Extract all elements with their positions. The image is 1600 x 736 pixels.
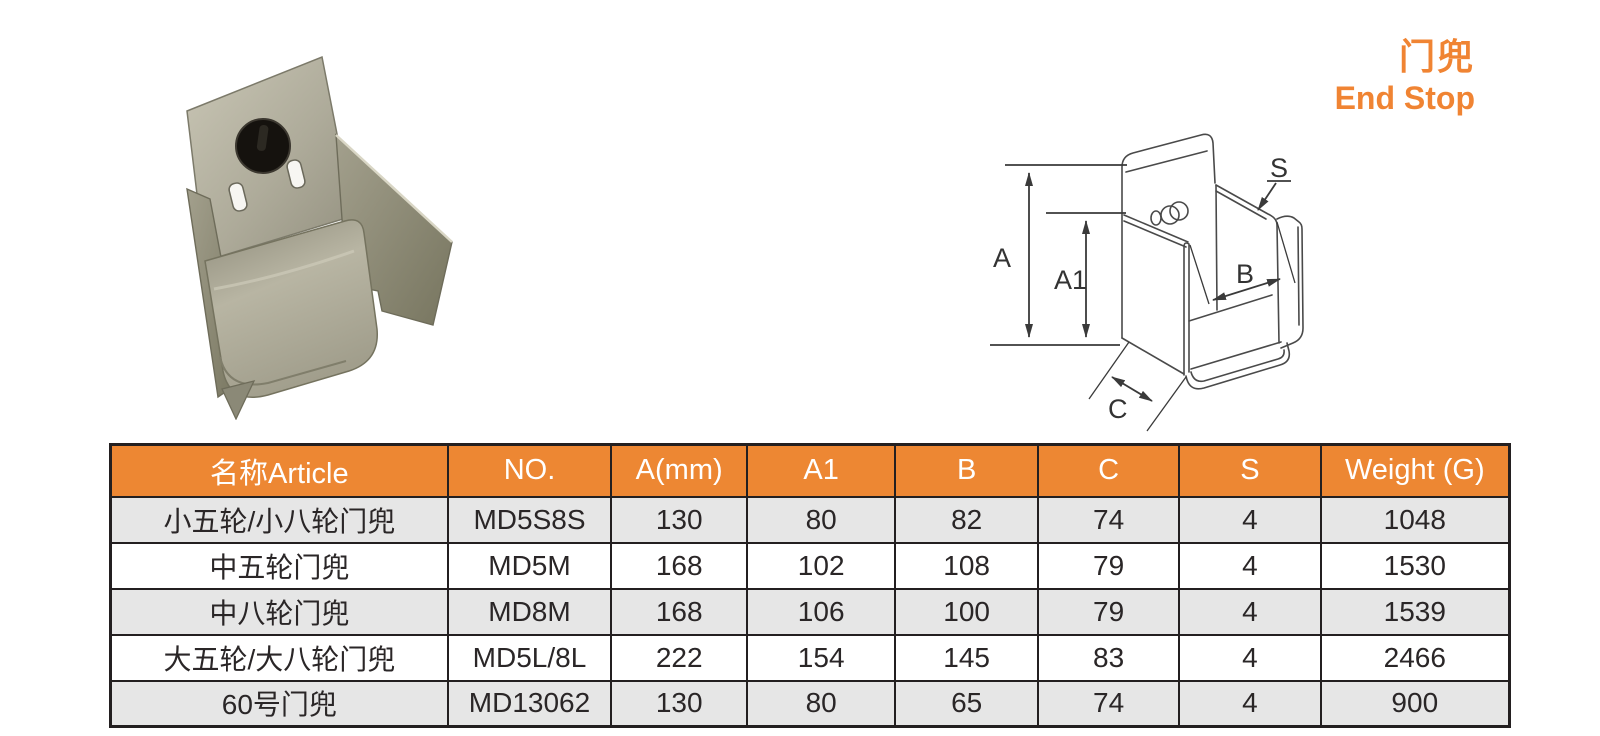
table-cell: 145 [894, 633, 1039, 682]
table-cell: 中八轮门兜 [109, 587, 449, 636]
column-header: S [1178, 443, 1322, 498]
slot-hole-left [228, 182, 248, 212]
table-cell: 900 [1319, 679, 1511, 728]
page-title-en: End Stop [1334, 80, 1475, 116]
table-cell: 2466 [1319, 633, 1511, 682]
page-title-zh: 门兜 [1398, 36, 1475, 77]
table-cell: 中五轮门兜 [109, 541, 449, 590]
column-header: B [894, 443, 1039, 498]
table-cell: MD5M [446, 541, 613, 590]
table-cell: 79 [1036, 587, 1181, 636]
end-stop-photo-illustration [186, 55, 453, 421]
dim-label-b: B [1236, 259, 1254, 289]
table-cell: 4 [1178, 541, 1322, 590]
column-header: NO. [446, 443, 613, 498]
table-cell: 1530 [1319, 541, 1511, 590]
dim-label-c: C [1108, 394, 1128, 424]
table-cell: 106 [746, 587, 897, 636]
table-cell: 82 [894, 495, 1039, 544]
table-row: 大五轮/大八轮门兜 MD5L/8L 222 154 145 83 4 2466 [109, 633, 1511, 682]
table-cell: 83 [1036, 633, 1181, 682]
table-cell: 80 [746, 679, 897, 728]
table-cell: 74 [1036, 495, 1181, 544]
tray-lip-line [219, 356, 347, 386]
column-header: A(mm) [610, 443, 749, 498]
product-photo [130, 38, 530, 421]
dimension-lines [990, 164, 1296, 432]
end-stop-dimension-sketch: A A1 B C S [990, 133, 1304, 432]
table-cell: 108 [894, 541, 1039, 590]
table-cell: 80 [746, 495, 897, 544]
table-cell: 60号门兜 [109, 679, 449, 728]
table-header-row: 名称Article NO. A(mm) A1 B C S Weight (G) [109, 443, 1511, 498]
table-cell: MD13062 [446, 679, 613, 728]
dim-label-s: S [1270, 153, 1288, 183]
tray-highlight [213, 249, 355, 291]
slot-hole-right [286, 159, 306, 189]
table-cell: 168 [610, 541, 749, 590]
dimension-drawing: A A1 B C S [950, 123, 1360, 441]
tray-foot [221, 380, 256, 421]
table-cell: 79 [1036, 541, 1181, 590]
table-cell: 4 [1178, 495, 1322, 544]
table-row: 60号门兜 MD13062 130 80 65 74 4 900 [109, 679, 1511, 728]
table-cell: 1048 [1319, 495, 1511, 544]
table-cell: MD8M [446, 587, 613, 636]
page-title: 门兜 End Stop [1335, 36, 1475, 118]
table-cell: 130 [610, 495, 749, 544]
dim-label-a: A [993, 243, 1011, 273]
table-cell: 130 [610, 679, 749, 728]
table-cell: 4 [1178, 587, 1322, 636]
table-cell: 4 [1178, 679, 1322, 728]
table-row: 小五轮/小八轮门兜 MD5S8S 130 80 82 74 4 1048 [109, 495, 1511, 544]
table-cell: 168 [610, 587, 749, 636]
table-cell: 102 [746, 541, 897, 590]
spec-table: 名称Article NO. A(mm) A1 B C S Weight (G) 小五轮/小八轮… [109, 443, 1511, 728]
wing-edge-highlight [335, 134, 453, 243]
table-cell: 1539 [1319, 587, 1511, 636]
table-cell: 222 [610, 633, 749, 682]
dim-label-a1: A1 [1054, 265, 1087, 295]
table-cell: MD5S8S [446, 495, 613, 544]
table-cell: 小五轮/小八轮门兜 [109, 495, 449, 544]
column-header: C [1036, 443, 1181, 498]
bolt-slot [256, 124, 269, 151]
column-header: 名称Article [109, 443, 449, 498]
table-row: 中五轮门兜 MD5M 168 102 108 79 4 1530 [109, 541, 1511, 590]
table-cell: 65 [894, 679, 1039, 728]
table-cell: 4 [1178, 633, 1322, 682]
table-row: 中八轮门兜 MD8M 168 106 100 79 4 1539 [109, 587, 1511, 636]
table-cell: 100 [894, 587, 1039, 636]
column-header: A1 [746, 443, 897, 498]
column-header: Weight (G) [1319, 443, 1511, 498]
bolt-ring [235, 118, 291, 174]
table-cell: 74 [1036, 679, 1181, 728]
table-cell: MD5L/8L [446, 633, 613, 682]
table-cell: 大五轮/大八轮门兜 [109, 633, 449, 682]
table-cell: 154 [746, 633, 897, 682]
